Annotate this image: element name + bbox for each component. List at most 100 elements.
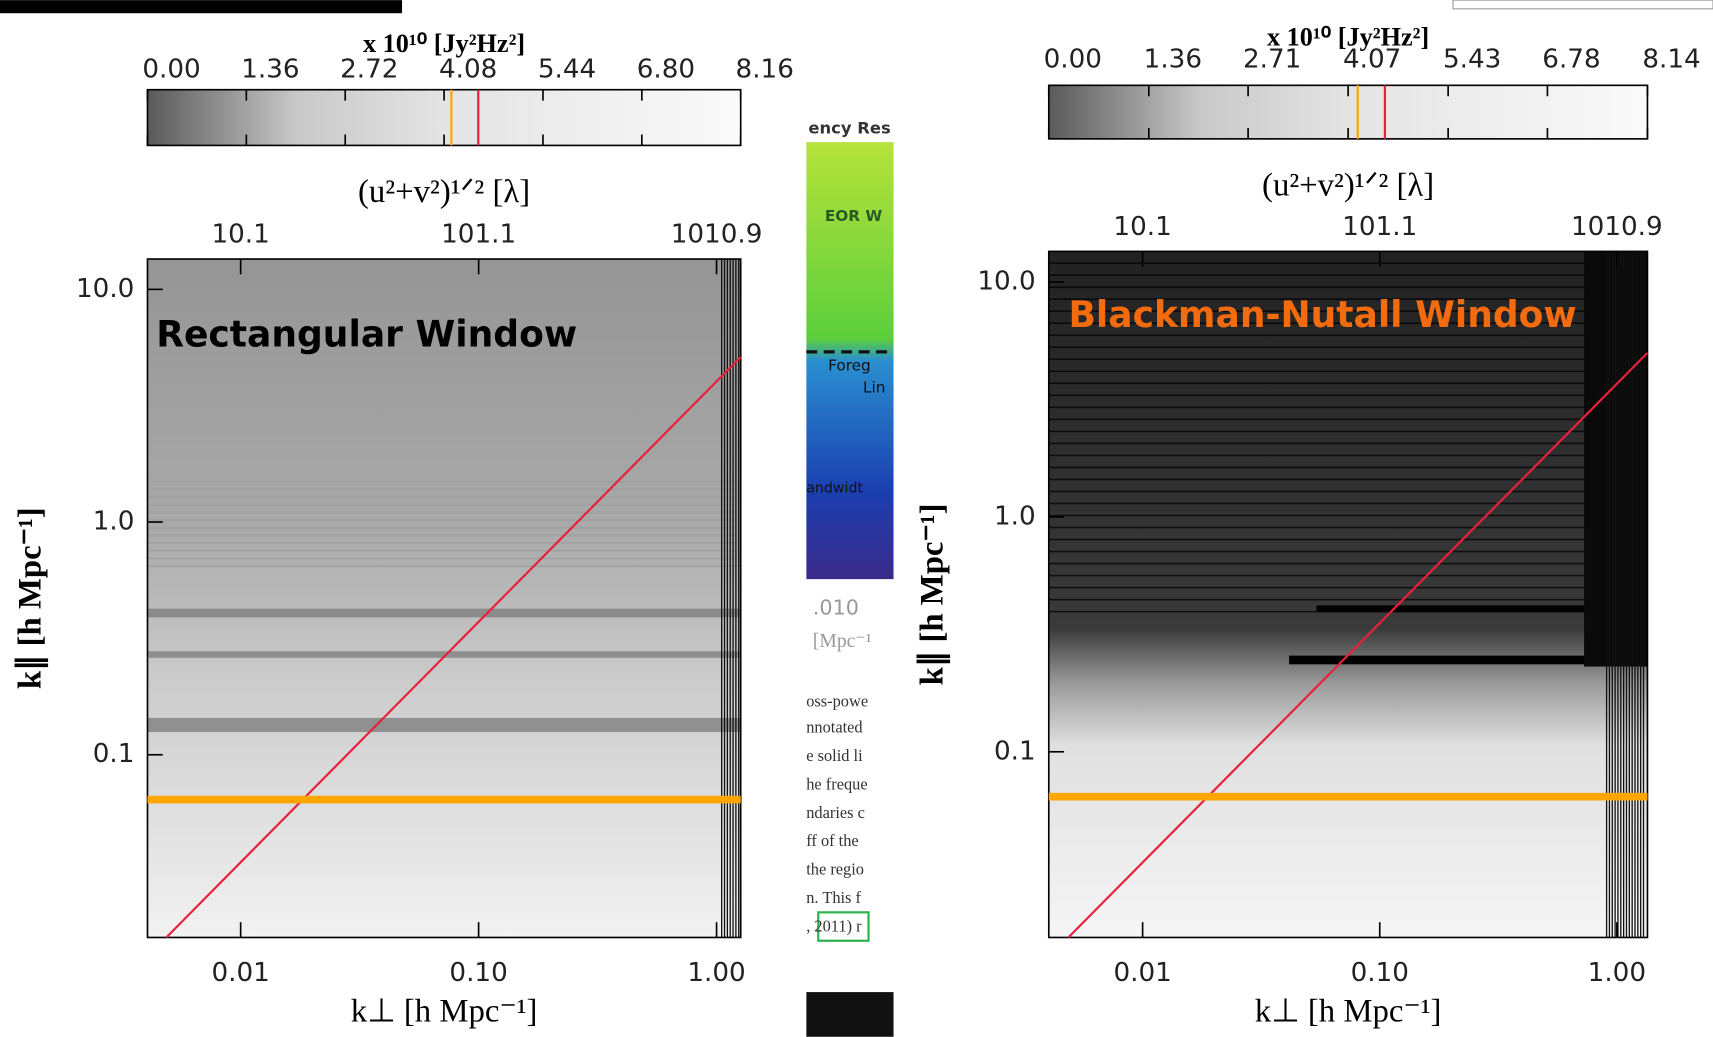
excerpt-text: ency Res <box>808 119 890 138</box>
heatmap-texture <box>738 259 740 938</box>
excerpt-text: EOR W <box>825 207 883 225</box>
heatmap-texture <box>1048 586 1648 589</box>
y-tick-label: 10.0 <box>977 267 1035 297</box>
x-tick-label: 0.01 <box>211 958 269 988</box>
heatmap-texture <box>1048 286 1648 288</box>
x-tick-label: 1.00 <box>1588 958 1646 988</box>
chart: 0.00 1.36 2.71 4.07 5.43 6.78 8.14 x 10¹⁰ [Jy²H… <box>915 22 1701 1029</box>
heatmap-texture <box>1048 502 1648 505</box>
y-tick-label: 0.1 <box>994 736 1036 766</box>
heatmap-texture <box>1048 370 1648 373</box>
corner-block <box>0 0 403 14</box>
y-tick-label: 1.0 <box>93 507 135 537</box>
colorbar-tick-label: 4.07 <box>1343 45 1401 75</box>
background-excerpt: ency Res EOR W Foreg Lin andwidt .010 [M… <box>806 119 894 1037</box>
heatmap-texture <box>1048 526 1648 529</box>
x2-tick-label: 1010.9 <box>671 220 763 250</box>
heatmap-texture <box>1048 358 1648 361</box>
heatmap-texture <box>1048 514 1648 517</box>
excerpt-text: oss-powe <box>806 691 868 710</box>
heatmap-texture <box>1048 562 1648 565</box>
x2-axis-label: (u²+v²)¹ᐟ² [λ] <box>1262 168 1434 204</box>
heatmap-texture <box>735 259 737 938</box>
excerpt-text: he freque <box>806 774 867 793</box>
y-tick-label: 10.0 <box>76 274 134 304</box>
heatmap-texture <box>147 717 741 733</box>
excerpt-box <box>817 911 870 942</box>
colorbar-tick-label: 8.16 <box>736 55 794 85</box>
x-tick-label: 0.01 <box>1113 958 1171 988</box>
heatmap-texture <box>1637 251 1639 938</box>
excerpt-text: .010 <box>813 596 859 620</box>
heatmap-texture <box>147 608 741 618</box>
colorbar-tick-label: 0.00 <box>142 55 200 85</box>
heatmap-texture <box>1631 251 1633 938</box>
x2-axis-label: (u²+v²)¹ᐟ² [λ] <box>358 174 530 210</box>
x2-tick-label: 101.1 <box>441 220 516 250</box>
heatmap-texture <box>1605 251 1608 938</box>
colorbar-tick-label: 6.78 <box>1542 45 1600 75</box>
heatmap <box>147 259 741 938</box>
heatmap-texture <box>1289 655 1648 665</box>
heatmap-texture <box>147 526 741 529</box>
heatmap-texture <box>147 503 741 506</box>
heatmap-texture <box>1625 251 1628 938</box>
colorbar-label: x 10¹⁰ [Jy²Hz²] <box>1267 22 1429 51</box>
heatmap-texture <box>1048 382 1648 385</box>
excerpt-block <box>806 992 894 1037</box>
series-line <box>165 356 742 939</box>
heatmap-texture <box>147 534 741 537</box>
heatmap-texture <box>1048 598 1648 601</box>
chart-title: Blackman-Nutall Window <box>1068 294 1576 336</box>
heatmap-texture <box>1048 322 1648 325</box>
heatmap-texture <box>1048 346 1648 349</box>
heatmap-texture <box>1608 251 1611 938</box>
heatmap-texture <box>1048 274 1648 276</box>
y-axis-label: k∥ [h Mpc⁻¹] <box>915 504 951 686</box>
heatmap-texture <box>1048 538 1648 541</box>
x2-tick-label: 10.1 <box>1113 212 1171 242</box>
series-line <box>1067 352 1649 939</box>
x-tick-label: 0.10 <box>1351 958 1409 988</box>
excerpt-text: e solid li <box>806 746 863 765</box>
excerpt-text: n. This f <box>806 888 861 907</box>
heatmap-texture <box>729 259 731 938</box>
excerpt-image <box>806 142 894 580</box>
plot-frame <box>1047 250 1649 939</box>
heatmap-texture <box>1634 251 1636 938</box>
x-axis-label: k⊥ [h Mpc⁻¹] <box>1255 993 1442 1029</box>
x-tick-label: 1.00 <box>687 958 745 988</box>
colorbar-tick-label: 2.72 <box>340 55 398 85</box>
heatmap-texture <box>1316 605 1648 612</box>
excerpt-text: ff of the <box>806 831 858 850</box>
heatmap-texture <box>726 259 729 938</box>
heatmap-texture <box>1048 478 1648 481</box>
heatmap-texture <box>1622 251 1625 938</box>
y-tick-label: 0.1 <box>93 739 135 769</box>
colorbar-tick-label: 1.36 <box>1144 45 1202 75</box>
excerpt-text: nnotated <box>806 718 862 737</box>
heatmap-texture <box>1048 466 1648 469</box>
heatmap-texture <box>1620 251 1622 938</box>
x2-tick-label: 10.1 <box>211 220 269 250</box>
heatmap-texture <box>147 651 741 658</box>
heatmap-texture <box>723 259 726 938</box>
heatmap-texture <box>147 496 741 499</box>
chart-title: Rectangular Window <box>156 314 577 356</box>
heatmap-texture <box>1642 251 1645 938</box>
heatmap-texture <box>1048 262 1648 264</box>
x-axis-label: k⊥ [h Mpc⁻¹] <box>351 993 538 1029</box>
colorbar-tick-label: 5.44 <box>538 55 596 85</box>
heatmap-texture <box>1628 251 1630 938</box>
heatmap-texture <box>1048 406 1648 409</box>
colorbar-tick-label: 4.08 <box>439 55 497 85</box>
heatmap-texture <box>147 488 741 491</box>
heatmap-texture <box>721 259 723 938</box>
y-tick-label: 1.0 <box>994 501 1036 531</box>
heatmap-texture <box>1617 251 1619 938</box>
excerpt-text: [Mpc⁻¹ <box>813 630 872 652</box>
heatmap-texture <box>1611 251 1613 938</box>
heatmap-texture <box>1614 251 1616 938</box>
